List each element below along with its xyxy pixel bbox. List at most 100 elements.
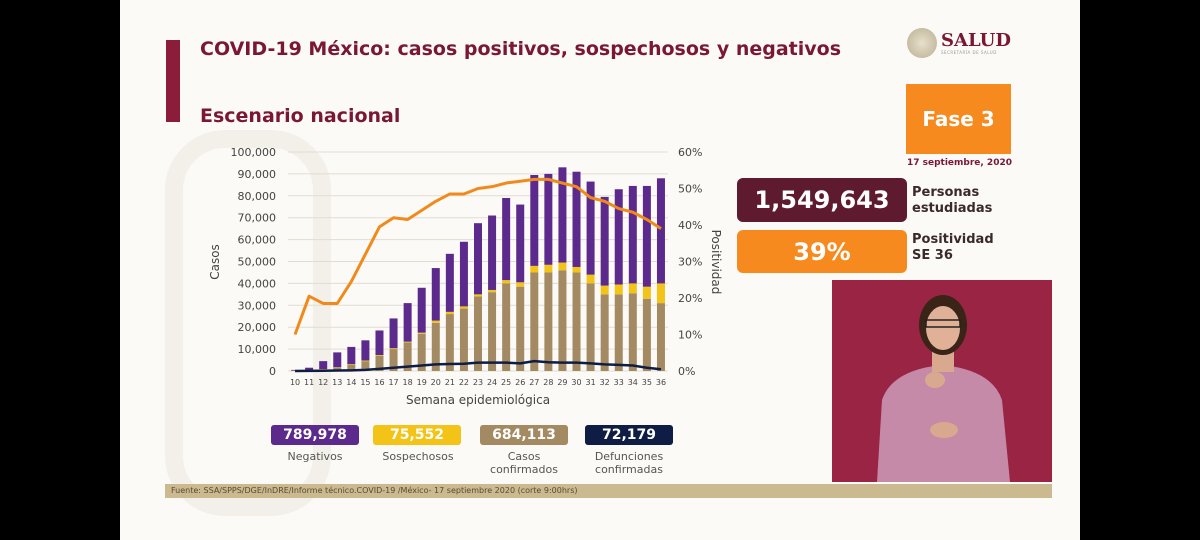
kpi-persons-value: 1,549,643 — [737, 178, 907, 222]
line-defunciones — [295, 359, 662, 373]
legend-negativos-value: 789,978 — [271, 425, 359, 445]
bar-casos-confirmados — [445, 314, 454, 371]
legend-defunciones-label: Defunciones confirmadas — [594, 450, 664, 476]
bar-casos-confirmados — [530, 272, 539, 371]
x-tick-label: 29 — [557, 378, 567, 387]
x-tick-label: 27 — [529, 378, 539, 387]
bar-casos-confirmados — [600, 294, 609, 371]
legend-defunciones-value: 72,179 — [585, 425, 673, 445]
bar-negativos — [375, 330, 384, 356]
bar-negativos — [305, 367, 314, 370]
bar-negativos — [656, 178, 665, 284]
y2-axis-title: Positividad — [709, 230, 723, 295]
y-tick-label: 0 — [269, 365, 276, 378]
sign-language-interpreter-video — [832, 280, 1052, 482]
x-tick-label: 36 — [656, 378, 666, 387]
bar-negativos — [600, 196, 609, 286]
bar-casos-confirmados — [403, 342, 412, 371]
bar-casos-confirmados — [431, 322, 440, 371]
bar-casos-confirmados — [586, 283, 595, 371]
bar-sospechosos — [417, 332, 426, 334]
bar-negativos — [389, 318, 398, 349]
x-tick-label: 35 — [642, 378, 652, 387]
x-tick-label: 10 — [290, 378, 300, 387]
bar-sospechosos — [488, 289, 497, 293]
bar-negativos — [417, 287, 426, 333]
bar-sospechosos — [530, 265, 539, 273]
bar-negativos — [558, 167, 567, 263]
x-tick-label: 11 — [304, 378, 314, 387]
bar-casos-confirmados — [361, 361, 370, 371]
legend-negativos-label: Negativos — [287, 450, 343, 463]
kpi-label-line: Personas — [912, 185, 980, 200]
report-date: 17 septiembre, 2020 — [906, 158, 1012, 168]
bar-casos-confirmados — [502, 283, 511, 371]
bar-sospechosos — [642, 286, 651, 299]
x-tick-label: 13 — [332, 378, 342, 387]
bar-negativos — [474, 223, 482, 295]
x-tick-label: 17 — [388, 378, 398, 387]
bar-casos-confirmados — [558, 270, 567, 371]
y-tick-label: 20,000 — [238, 321, 277, 334]
bar-sospechosos — [502, 280, 511, 284]
bar-sospechosos — [586, 274, 595, 284]
y-tick-label: 50,000 — [238, 256, 277, 269]
bar-sospechosos — [445, 311, 454, 315]
bar-negativos — [333, 352, 342, 368]
x-tick-label: 31 — [585, 378, 595, 387]
bar-sospechosos — [474, 294, 482, 297]
x-tick-label: 12 — [318, 378, 328, 387]
bar-sospechosos — [389, 348, 398, 350]
x-tick-label: 20 — [431, 378, 441, 387]
bar-casos-confirmados — [656, 303, 665, 371]
legend-confirmados-value: 684,113 — [480, 425, 568, 445]
x-tick-label: 34 — [628, 378, 638, 387]
x-tick-label: 14 — [346, 378, 356, 387]
x-tick-label: 23 — [473, 378, 483, 387]
bar-negativos — [403, 303, 412, 342]
x-tick-label: 18 — [403, 378, 413, 387]
y-tick-label: 10,000 — [238, 343, 277, 356]
bar-negativos — [361, 340, 370, 361]
y-axis-title: Casos — [208, 244, 222, 280]
bar-sospechosos — [403, 341, 412, 343]
bar-sospechosos — [516, 282, 525, 287]
bar-negativos — [572, 171, 581, 267]
bar-sospechosos — [361, 360, 370, 362]
y-tick-label: 80,000 — [238, 190, 277, 203]
bar-casos-confirmados — [614, 294, 623, 371]
y2-tick-label: 30% — [678, 256, 702, 269]
legend-sospechosos-label: Sospechosos — [382, 450, 454, 463]
bar-sospechosos — [558, 262, 567, 271]
bar-negativos — [319, 361, 328, 370]
title-accent-bar — [166, 40, 180, 122]
bar-negativos — [614, 189, 623, 285]
legend-confirmados-label: Casos confirmados — [490, 450, 558, 476]
bar-casos-confirmados — [417, 333, 426, 371]
bar-negativos — [530, 174, 539, 266]
bar-sospechosos — [431, 320, 440, 323]
x-tick-label: 15 — [360, 378, 370, 387]
x-tick-label: 26 — [515, 378, 525, 387]
kpi-label-line: SE 36 — [912, 248, 953, 263]
y2-tick-label: 40% — [678, 219, 702, 232]
kpi-label-line: Positividad — [912, 232, 994, 247]
kpi-persons-label: Personas estudiadas — [912, 185, 992, 217]
page-title: COVID-19 México: casos positivos, sospec… — [200, 38, 841, 60]
bar-negativos — [431, 268, 440, 321]
bar-negativos — [628, 185, 637, 284]
seal-icon — [907, 28, 937, 58]
bar-casos-confirmados — [516, 286, 525, 371]
y-tick-label: 60,000 — [238, 234, 277, 247]
y-tick-label: 90,000 — [238, 168, 277, 181]
x-tick-label: 30 — [571, 378, 581, 387]
x-tick-label: 32 — [600, 378, 610, 387]
line-positividad — [293, 177, 662, 336]
bar-negativos — [642, 185, 651, 287]
bar-negativos — [459, 241, 468, 307]
bar-negativos — [586, 181, 595, 275]
bar-sospechosos — [656, 283, 665, 304]
x-tick-label: 25 — [501, 378, 511, 387]
page-subtitle: Escenario nacional — [200, 105, 401, 127]
bar-negativos — [445, 253, 454, 312]
